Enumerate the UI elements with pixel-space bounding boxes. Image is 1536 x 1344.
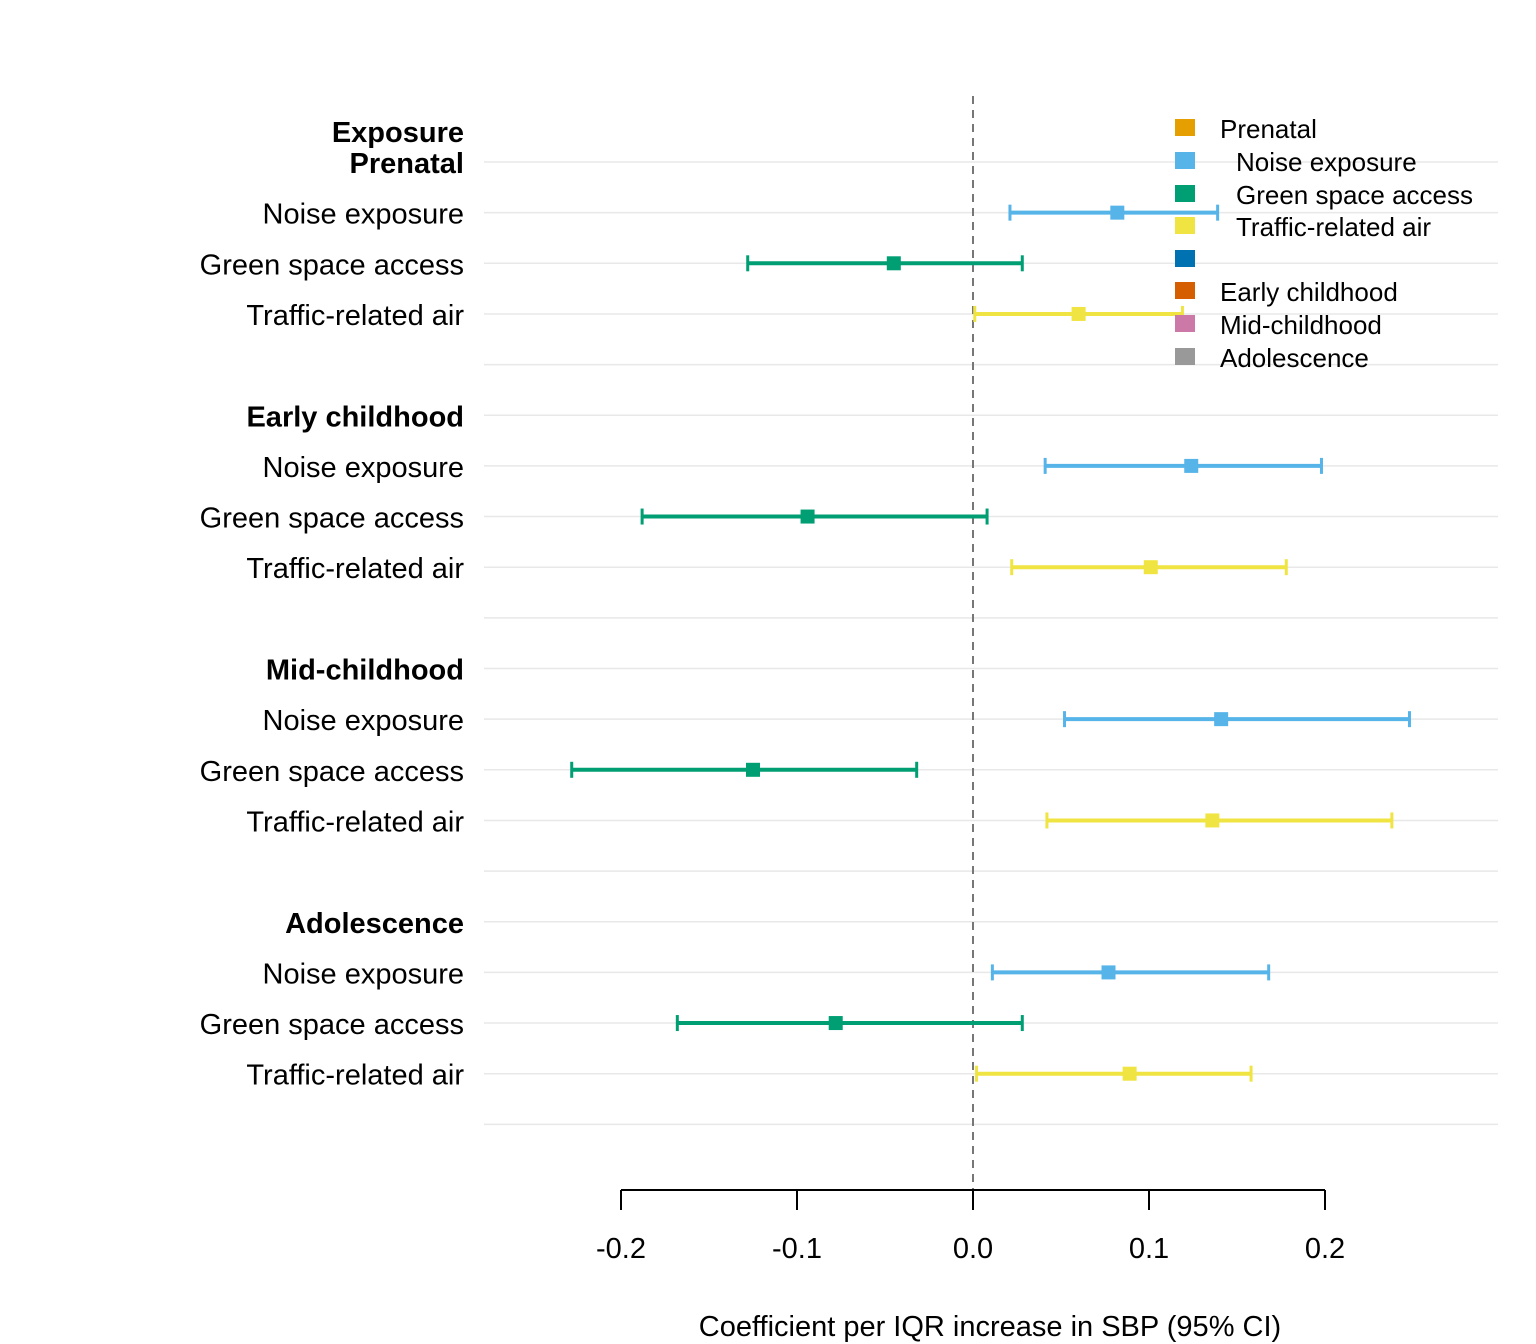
point-estimate [1143, 560, 1158, 575]
point-estimate [800, 509, 815, 524]
estimate-row [1045, 812, 1394, 829]
estimate-row [746, 255, 1024, 272]
legend-swatch [1175, 348, 1195, 365]
legend-label: Green space access [1236, 180, 1473, 210]
row-label: Noise exposure [263, 199, 465, 231]
header-label: Exposure [332, 117, 464, 149]
legend-swatch [1175, 250, 1195, 267]
row-label: Green space access [200, 756, 464, 788]
row-label: Noise exposure [263, 958, 465, 990]
estimates [570, 204, 1411, 1082]
point-estimate [1214, 712, 1229, 727]
legend-swatch [1175, 282, 1195, 299]
x-axis-label: Coefficient per IQR increase in SBP (95%… [699, 1311, 1281, 1343]
legend-label: Adolescence [1220, 343, 1369, 373]
estimate-row [973, 305, 1184, 322]
estimate-row [570, 761, 919, 778]
legend-swatch [1175, 152, 1195, 169]
legend-label: Mid-childhood [1220, 310, 1382, 340]
group-label: Prenatal [350, 148, 464, 180]
group-label: Early childhood [246, 401, 464, 433]
legend-item: Early childhood [1175, 277, 1398, 307]
legend-item: Adolescence [1175, 343, 1369, 373]
legend-swatch [1175, 217, 1195, 234]
legend-item: Green space access [1175, 180, 1473, 210]
legend-item: Traffic-related air [1175, 212, 1431, 242]
legend-swatch [1175, 119, 1195, 136]
point-estimate [886, 256, 901, 271]
row-label: Traffic-related air [246, 1060, 464, 1092]
x-tick-label: -0.2 [596, 1233, 646, 1265]
x-tick-label: 0.1 [1129, 1233, 1169, 1265]
row-label: Green space access [200, 249, 464, 281]
legend-label: Noise exposure [1236, 147, 1417, 177]
point-estimate [1184, 458, 1199, 473]
legend-item: Prenatal [1175, 114, 1317, 144]
point-estimate [1101, 965, 1116, 980]
row-label: Traffic-related air [246, 553, 464, 585]
legend-label: Traffic-related air [1236, 212, 1431, 242]
group-label: Mid-childhood [266, 655, 464, 687]
x-axis: -0.2 -0.1 0.0 0.1 0.2 [596, 1189, 1345, 1265]
point-estimate [1110, 205, 1125, 220]
x-tick-label: 0.0 [953, 1233, 993, 1265]
estimate-row [1008, 204, 1220, 221]
legend-swatch [1175, 185, 1195, 202]
point-estimate [746, 762, 760, 777]
row-label: Traffic-related air [246, 806, 464, 838]
group-label: Adolescence [285, 908, 464, 940]
legend-item: Mid-childhood [1175, 310, 1382, 340]
point-estimate [1122, 1066, 1137, 1081]
x-tick-label: -0.1 [772, 1233, 822, 1265]
legend-label: Prenatal [1220, 114, 1317, 144]
legend-label: Early childhood [1220, 277, 1398, 307]
row-label: Traffic-related air [246, 300, 464, 332]
estimate-row [975, 1065, 1253, 1082]
legend-item: Noise exposure [1175, 147, 1417, 177]
estimate-row [1043, 457, 1323, 474]
legend-swatch [1175, 315, 1195, 332]
estimate-row [640, 508, 989, 525]
estimate-row [675, 1015, 1024, 1032]
point-estimate [1205, 813, 1220, 828]
estimate-row [1010, 559, 1288, 576]
legend-item [1175, 250, 1195, 267]
row-label: Noise exposure [263, 452, 465, 484]
estimate-row [990, 964, 1271, 981]
estimate-row [1063, 711, 1411, 728]
x-tick-label: 0.2 [1305, 1233, 1345, 1265]
row-label: Green space access [200, 1009, 464, 1041]
point-estimate [1071, 306, 1086, 321]
row-label: Noise exposure [263, 705, 465, 737]
row-label: Green space access [200, 503, 464, 535]
row-labels: Exposure Prenatal Noise exposure Green spa… [200, 117, 465, 1092]
point-estimate [828, 1016, 843, 1031]
